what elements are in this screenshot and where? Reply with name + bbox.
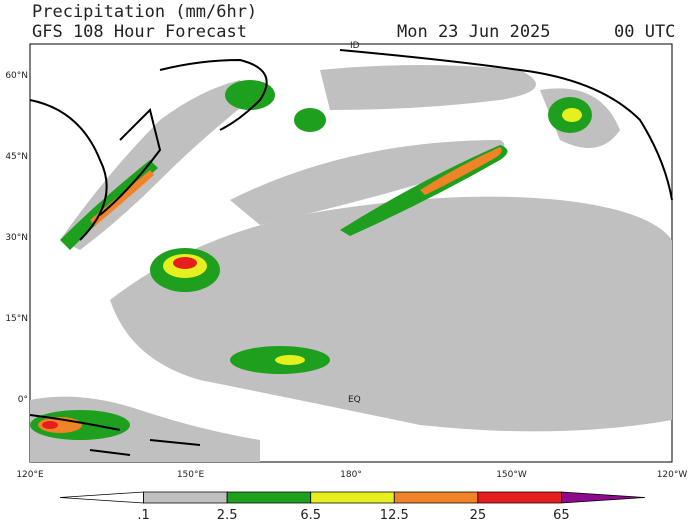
subtitle: GFS 108 Hour Forecast bbox=[32, 22, 247, 42]
lon-label: 180° bbox=[340, 470, 362, 480]
lon-label: 150°E bbox=[177, 470, 205, 480]
equator-label: EQ bbox=[348, 395, 361, 405]
title: Precipitation (mm/6hr) bbox=[32, 2, 257, 22]
lat-label: 60°N bbox=[5, 71, 28, 81]
lon-label: 120°W bbox=[657, 470, 688, 480]
lat-label: 45°N bbox=[5, 152, 28, 162]
colorbar-swatch bbox=[226, 491, 312, 504]
colorbar-swatch bbox=[143, 491, 228, 504]
colorbar-label: 65 bbox=[553, 508, 570, 523]
colorbar: .1 2.5 6.5 12.5 25 65 bbox=[59, 491, 646, 523]
colorbar-label: 25 bbox=[470, 508, 487, 523]
lat-label: 30°N bbox=[5, 233, 28, 243]
colorbar-swatch bbox=[477, 491, 562, 504]
lon-labels: 120°E 150°E 180° 150°W 120°W bbox=[16, 470, 687, 480]
map-area bbox=[29, 43, 673, 463]
colorbar-label: .1 bbox=[137, 508, 149, 523]
colorbar-label: 6.5 bbox=[300, 508, 321, 523]
date: Mon 23 Jun 2025 bbox=[397, 22, 551, 42]
lat-labels: 60°N 45°N 30°N 15°N 0° bbox=[5, 71, 28, 405]
colorbar-swatch bbox=[393, 491, 479, 504]
time: 00 UTC bbox=[614, 22, 675, 42]
colorbar-swatch bbox=[310, 491, 395, 504]
colorbar-swatch bbox=[561, 491, 646, 504]
lon-label: 120°E bbox=[16, 470, 44, 480]
lat-label: 0° bbox=[18, 395, 28, 405]
lon-label: 150°W bbox=[496, 470, 527, 480]
colorbar-label: 12.5 bbox=[380, 508, 409, 523]
colorbar-swatch bbox=[59, 491, 144, 504]
lat-label: 15°N bbox=[5, 314, 28, 324]
colorbar-label: 2.5 bbox=[217, 508, 238, 523]
dateline-label: ID bbox=[350, 41, 360, 51]
coastlines bbox=[29, 49, 673, 456]
